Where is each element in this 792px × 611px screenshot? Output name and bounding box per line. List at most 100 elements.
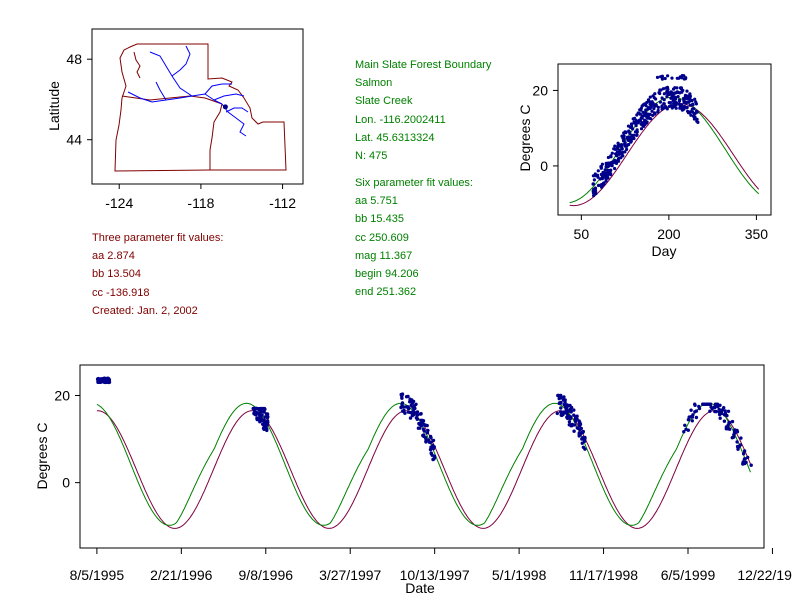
six-param-end: end 251.362 <box>355 286 417 299</box>
seasonal-point <box>692 107 696 111</box>
six-param-cc: cc 250.609 <box>355 231 409 244</box>
timeseries-point <box>746 455 750 460</box>
timeseries-point <box>567 420 572 424</box>
three-param-bb: bb 13.504 <box>92 268 141 281</box>
seasonal-point <box>597 183 601 187</box>
timeseries-point <box>724 425 729 429</box>
timeseries-point <box>565 403 569 407</box>
seasonal-point <box>598 177 602 181</box>
seasonal-point <box>686 111 691 115</box>
seasonal-point <box>635 133 639 137</box>
timeseries-x-ticks: 8/5/1995 2/21/1996 9/8/1996 3/27/1997 10/13/… <box>70 548 792 583</box>
timeseries-point <box>717 407 721 411</box>
seasonal-point <box>665 95 669 99</box>
site-info: Main Slate Forest Boundary Salmon Slate … <box>355 56 491 165</box>
timeseries-point <box>418 422 422 426</box>
seasonal-point <box>693 97 697 101</box>
timeseries-point <box>717 410 722 414</box>
seasonal-point <box>623 150 627 154</box>
timeseries-point <box>406 406 411 411</box>
seasonal-point <box>678 106 682 110</box>
map-y-tick-label: 44 <box>66 132 82 148</box>
site-river: Salmon <box>355 77 393 90</box>
timeseries-point <box>718 416 722 420</box>
seasonal-point <box>591 191 596 195</box>
seasonal-point <box>694 102 699 106</box>
seasonal-point <box>614 160 618 165</box>
timeseries-point <box>581 429 585 434</box>
timeseries-point <box>408 410 413 415</box>
timeseries-point <box>733 428 737 432</box>
three-param-created: Created: Jan. 2, 2002 <box>92 304 198 317</box>
seasonal-point <box>620 134 624 138</box>
site-name: Main Slate Forest Boundary <box>355 59 492 71</box>
timeseries-point <box>418 426 422 430</box>
map-borders <box>114 43 287 172</box>
timeseries-point <box>559 400 563 405</box>
timeseries-point <box>555 411 559 416</box>
timeseries-x-tick-label: 8/5/1995 <box>70 567 125 583</box>
timeseries-point <box>749 463 753 467</box>
timeseries-point <box>739 436 743 440</box>
timeseries-y-tick-label: 20 <box>54 388 70 404</box>
seasonal-point <box>625 135 630 139</box>
six-param-bb: bb 15.435 <box>355 213 404 226</box>
seasonal-point <box>648 95 652 99</box>
seasonal-point <box>616 144 620 148</box>
timeseries-x-tick-label: 11/17/1998 <box>569 567 638 583</box>
seasonal-point <box>667 101 671 105</box>
seasonal-x-ticks: 50 200 350 <box>574 215 768 242</box>
timeseries-x-tick-label: 2/21/1996 <box>150 567 212 583</box>
timeseries-point <box>723 409 727 413</box>
seasonal-point <box>613 144 617 148</box>
timeseries-point <box>428 447 433 452</box>
seasonal-point <box>600 162 605 166</box>
seasonal-point <box>621 139 626 143</box>
seasonal-point <box>625 147 629 151</box>
map-ylabel: Latitude <box>46 81 62 131</box>
seasonal-point <box>629 122 634 126</box>
timeseries-point <box>708 409 712 413</box>
seasonal-point <box>654 97 658 101</box>
seasonal-point <box>665 90 670 94</box>
seasonal-point <box>656 105 661 109</box>
seasonal-point <box>615 154 619 158</box>
seasonal-point <box>638 119 643 123</box>
map-y-ticks: 48 44 <box>66 51 92 148</box>
seasonal-point <box>677 99 682 103</box>
seasonal-point <box>640 114 645 118</box>
timeseries-point <box>559 406 563 410</box>
timeseries-point <box>701 402 705 406</box>
timeseries-point <box>262 425 266 429</box>
seasonal-point <box>680 103 684 107</box>
seasonal-point <box>620 152 624 156</box>
timeseries-point <box>691 413 695 417</box>
seasonal-point <box>633 116 637 120</box>
site-creek: Slate Creek <box>355 95 413 108</box>
timeseries-point <box>578 422 583 426</box>
timeseries-point <box>406 394 410 399</box>
seasonal-point <box>650 109 654 113</box>
oregon-idaho-border <box>209 103 223 170</box>
timeseries-point <box>423 423 427 428</box>
seasonal-point <box>663 76 667 81</box>
timeseries-point <box>563 398 567 402</box>
seasonal-point <box>662 92 667 96</box>
timeseries-point <box>253 412 257 416</box>
timeseries-point <box>694 409 699 413</box>
seasonal-point <box>666 74 670 78</box>
timeseries-point <box>400 401 405 405</box>
seasonal-point <box>683 77 687 81</box>
seasonal-point <box>609 154 613 158</box>
seasonal-point <box>650 100 654 104</box>
timeseries-point <box>411 409 415 413</box>
columbia-north <box>171 45 191 77</box>
seasonal-point <box>655 75 660 79</box>
site-count: N: 475 <box>355 150 388 163</box>
timeseries-point <box>575 417 579 421</box>
timeseries-point <box>431 438 436 443</box>
seasonal-point <box>656 108 660 113</box>
seasonal-point <box>636 111 640 115</box>
seasonal-ylabel: Degrees C <box>517 105 533 172</box>
timeseries-point <box>580 441 584 445</box>
